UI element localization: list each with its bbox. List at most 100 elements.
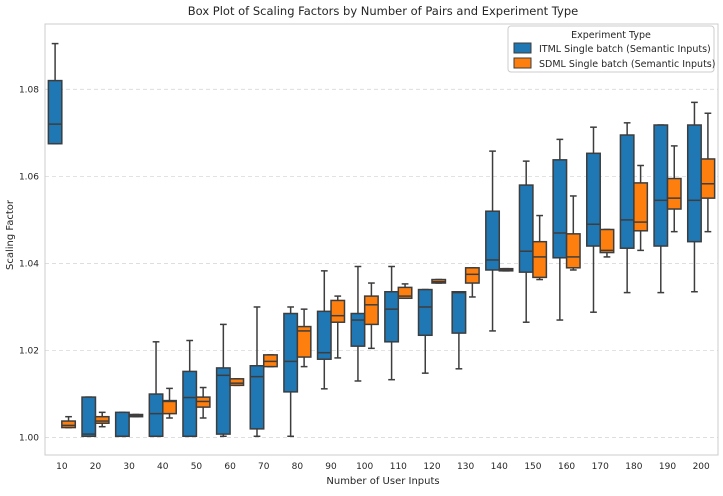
box-30 [128, 413, 144, 418]
box-100 [350, 265, 366, 382]
box-90 [316, 270, 332, 390]
grid-lines [45, 88, 718, 438]
box-body [586, 152, 601, 247]
box-90 [330, 295, 346, 359]
x-tick-label: 60 [224, 462, 236, 472]
box-body [296, 325, 312, 358]
box-70 [249, 306, 265, 438]
legend: Experiment Type ITML Single batch (Seman… [507, 25, 715, 73]
box-body [182, 370, 198, 438]
x-tick-label: 160 [558, 462, 575, 472]
box-body [552, 159, 568, 259]
box-body [350, 312, 366, 347]
legend-swatch-sdml [513, 57, 532, 69]
box-body [94, 415, 110, 424]
x-tick-label: 170 [592, 462, 609, 472]
box-170 [586, 126, 601, 313]
box-60 [215, 323, 231, 438]
box-body [485, 210, 501, 271]
box-120 [417, 288, 433, 374]
box-110 [384, 265, 400, 381]
legend-title: Experiment Type [571, 30, 651, 41]
box-20 [94, 411, 110, 428]
box-20 [81, 396, 97, 438]
box-body [47, 79, 63, 145]
box-40 [162, 387, 177, 419]
x-tick-label: 30 [123, 462, 135, 472]
box-body [283, 312, 299, 393]
box-body [666, 177, 682, 210]
box-150 [532, 214, 548, 281]
box-body [532, 240, 548, 279]
box-body [316, 310, 332, 360]
x-tick-label: 180 [625, 462, 642, 472]
box-body [464, 267, 480, 284]
y-tick-label: 1.04 [19, 259, 39, 269]
box-body [653, 124, 669, 247]
box-body [363, 295, 379, 326]
legend-label-sdml: SDML Single batch (Semantic Inputs) [539, 59, 715, 70]
x-tick-label: 150 [524, 462, 541, 472]
x-tick-label: 50 [191, 462, 203, 472]
x-tick-label: 90 [325, 462, 337, 472]
box-160 [565, 195, 581, 271]
x-tick-label: 100 [356, 462, 373, 472]
box-50 [195, 386, 211, 419]
legend-label-itml: ITML Single batch (Semantic Inputs) [539, 44, 711, 55]
box-body [61, 420, 77, 429]
x-tick-label: 40 [157, 462, 169, 472]
box-body [249, 365, 265, 430]
plot-area [45, 24, 718, 455]
box-60 [229, 378, 245, 387]
box-body [417, 288, 433, 337]
box-110 [397, 283, 413, 300]
box-190 [666, 145, 682, 233]
box-body [451, 290, 467, 334]
box-body [565, 233, 581, 269]
box-200 [700, 112, 716, 233]
x-tick-label: 130 [457, 462, 474, 472]
box-100 [363, 282, 379, 350]
box-120 [431, 278, 447, 284]
x-tick-label: 70 [258, 462, 270, 472]
box-body [229, 378, 245, 387]
box-body [148, 393, 164, 438]
x-tick-label: 190 [659, 462, 676, 472]
y-tick-label: 1.00 [19, 434, 39, 444]
x-tick-label: 20 [90, 462, 102, 472]
x-tick-label: 110 [390, 462, 407, 472]
box-10 [61, 415, 77, 429]
x-tick-label: 80 [292, 462, 304, 472]
box-150 [518, 160, 534, 323]
y-axis-label: Scaling Factor [5, 199, 16, 270]
y-tick-label: 1.02 [19, 347, 39, 357]
plot-border [44, 23, 719, 456]
x-tick-label: 200 [693, 462, 710, 472]
box-160 [552, 138, 568, 321]
series-itml [47, 42, 702, 438]
box-body [518, 184, 534, 273]
box-body [619, 134, 635, 249]
series-sdml [61, 112, 716, 429]
box-body [330, 299, 346, 323]
box-190 [653, 124, 669, 294]
box-130 [464, 267, 480, 298]
box-body [686, 124, 702, 243]
legend-frame [507, 25, 715, 73]
x-tick-label: 140 [491, 462, 508, 472]
box-body [397, 286, 413, 300]
x-tick-label: 120 [423, 462, 440, 472]
legend-swatch-itml [513, 42, 532, 54]
box-body [700, 158, 716, 199]
box-70 [262, 354, 278, 368]
box-body [599, 228, 615, 254]
box-170 [599, 228, 615, 258]
box-130 [451, 290, 467, 370]
y-tick-label: 1.08 [19, 85, 39, 95]
box-140 [485, 150, 501, 332]
x-tick-label: 10 [56, 462, 68, 472]
box-series-layer [47, 42, 716, 438]
y-tick-labels: 1.00 1.02 1.04 1.06 1.08 [19, 85, 39, 443]
box-body [633, 182, 649, 232]
box-40 [148, 341, 164, 438]
